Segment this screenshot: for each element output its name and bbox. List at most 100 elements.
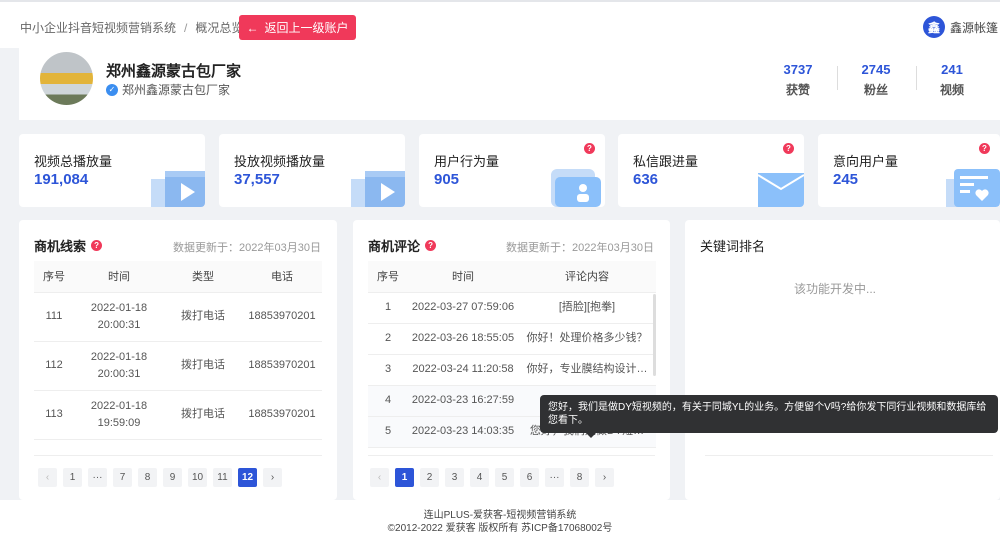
- comments-updated: 数据更新于：2022年03月30日: [506, 242, 654, 254]
- table-cell: 2022-01-18 19:59:09: [74, 390, 164, 440]
- stat-card: 投放视频播放量 37,557: [219, 134, 405, 207]
- table-cell: 18853970201: [242, 390, 322, 440]
- page-button[interactable]: 8: [570, 468, 589, 487]
- stat-likes: 3737 获赞: [783, 62, 813, 97]
- keywords-message: 该功能开发中...: [793, 282, 876, 296]
- page-button[interactable]: 6: [520, 468, 539, 487]
- table-cell: 111: [34, 292, 74, 342]
- page-button[interactable]: 8: [138, 468, 157, 487]
- video-clapper-icon: [351, 169, 405, 207]
- table-cell: 2022-01-18 20:00:31: [74, 341, 164, 391]
- page-button[interactable]: 7: [113, 468, 132, 487]
- user-folder-icon: [551, 169, 605, 207]
- page-button[interactable]: 4: [470, 468, 489, 487]
- table-row[interactable]: 3 2022-03-24 11:20:58 你好，专业膜结构设计…: [368, 354, 656, 386]
- page-button[interactable]: 10: [188, 468, 207, 487]
- avatar: 鑫: [922, 16, 945, 38]
- breadcrumb-home[interactable]: 中小企业抖音短视频营销系统: [20, 21, 177, 35]
- footer-copyright: ©2012-2022 爱获客 版权所有 苏ICP备17068002号: [387, 523, 613, 534]
- comments-pagination: ‹ 1 2 3 4 5 6 ··· 8 ›: [370, 468, 614, 487]
- help-icon[interactable]: ?: [584, 143, 595, 154]
- table-row[interactable]: 112 2022-01-18 20:00:31 拨打电话 18853970201: [34, 341, 322, 391]
- footer-product: 连山PLUS-爱获客-短视频营销系统: [423, 510, 577, 521]
- card-value: 191,084: [34, 171, 89, 188]
- page-button[interactable]: 12: [238, 468, 257, 487]
- help-icon[interactable]: ?: [783, 143, 794, 154]
- table-cell: 2022-03-26 18:55:05: [408, 323, 518, 355]
- stat-card: 用户行为量 905 ?: [419, 134, 605, 207]
- envelope-icon: [750, 169, 804, 207]
- card-title: 私信跟进量: [633, 154, 699, 169]
- next-page-button[interactable]: ›: [263, 468, 282, 487]
- column-header: 序号: [368, 261, 408, 293]
- card-title: 投放视频播放量: [234, 154, 326, 169]
- more-pages-button[interactable]: ···: [545, 468, 564, 487]
- stat-card: 意向用户量 245 ?: [818, 134, 1000, 207]
- card-value: 905: [434, 171, 460, 188]
- page-button[interactable]: 1: [395, 468, 414, 487]
- verified-name: 郑州鑫源蒙古包厂家: [122, 83, 231, 97]
- page-button[interactable]: 11: [213, 468, 232, 487]
- stat-card: 私信跟进量 636 ?: [618, 134, 804, 207]
- comment-tooltip: 您好，我们是做DY短视频的，有关于同城YL的业务。方便留个V吗?给你发下同行业视…: [540, 395, 998, 438]
- account-profile: 郑州鑫源蒙古包厂家 ✓ 郑州鑫源蒙古包厂家 3737 获赞 2745 粉丝 241 视频: [19, 48, 1000, 120]
- card-title: 用户行为量: [434, 154, 500, 169]
- stat-card: 视频总播放量 191,084: [19, 134, 205, 207]
- video-clapper-icon: [151, 169, 205, 207]
- table-cell: 4: [368, 385, 408, 417]
- page-button[interactable]: 9: [163, 468, 182, 487]
- arrow-left-icon: ←: [246, 20, 259, 35]
- stat-fans: 2745 粉丝: [861, 62, 891, 97]
- help-icon[interactable]: ?: [979, 143, 990, 154]
- page-button[interactable]: 3: [445, 468, 464, 487]
- table-cell: 2022-03-23 16:27:59: [408, 385, 518, 417]
- card-title: 意向用户量: [833, 154, 899, 169]
- breadcrumb-current: 概况总览: [195, 21, 244, 35]
- prev-page-button[interactable]: ‹: [38, 468, 57, 487]
- column-header: 评论内容: [518, 261, 656, 293]
- page-button[interactable]: 5: [495, 468, 514, 487]
- page-button[interactable]: 2: [420, 468, 439, 487]
- more-pages-button[interactable]: ···: [88, 468, 107, 487]
- breadcrumb: 中小企业抖音短视频营销系统 / 概况总览: [20, 21, 244, 35]
- card-value: 37,557: [234, 171, 280, 188]
- card-value: 245: [833, 171, 859, 188]
- column-header: 电话: [242, 261, 322, 293]
- heart-list-icon: [946, 169, 1000, 207]
- table-cell: 2022-03-27 07:59:06: [408, 292, 518, 324]
- leads-updated: 数据更新于：2022年03月30日: [173, 242, 321, 254]
- card-value: 636: [633, 171, 659, 188]
- table-row[interactable]: 111 2022-01-18 20:00:31 拨打电话 18853970201: [34, 292, 322, 342]
- comments-title: 商机评论: [368, 239, 421, 254]
- leads-title: 商机线索: [34, 239, 87, 254]
- table-row[interactable]: 2 2022-03-26 18:55:05 你好！处理价格多少钱？: [368, 323, 656, 355]
- comments-panel: 商机评论? 数据更新于：2022年03月30日 序号 时间 评论内容 1 2022-03…: [353, 220, 670, 500]
- top-bar: 中小企业抖音短视频营销系统 / 概况总览 ← 返回上一级账户 鑫鑫源帐篷: [0, 0, 1000, 48]
- stat-videos: 241 视频: [939, 62, 964, 97]
- table-cell: 113: [34, 390, 74, 440]
- back-to-parent-account-button[interactable]: ← 返回上一级账户: [239, 15, 356, 40]
- table-row[interactable]: 1 2022-03-27 07:59:06 [捂脸][抱拳]: [368, 292, 656, 324]
- column-header: 类型: [164, 261, 242, 293]
- leads-panel: 商机线索? 数据更新于：2022年03月30日 序号 时间 类型 电话 111 2022-…: [19, 220, 337, 500]
- user-menu[interactable]: 鑫鑫源帐篷: [922, 16, 998, 38]
- card-title: 视频总播放量: [34, 154, 113, 169]
- table-cell: 18853970201: [242, 292, 322, 342]
- column-header: 时间: [74, 261, 164, 293]
- table-cell: 2022-03-23 14:03:35: [408, 416, 518, 448]
- table-cell: 1: [368, 292, 408, 324]
- help-icon[interactable]: ?: [91, 240, 103, 251]
- column-header: 时间: [408, 261, 518, 293]
- prev-page-button[interactable]: ‹: [370, 468, 389, 487]
- table-cell: 拨打电话: [164, 292, 242, 342]
- comments-scrollbar[interactable]: [653, 294, 656, 376]
- table-cell: 3: [368, 354, 408, 386]
- table-row[interactable]: 113 2022-01-18 19:59:09 拨打电话 18853970201: [34, 390, 322, 440]
- page-button[interactable]: 1: [63, 468, 82, 487]
- leads-pagination: ‹ 1 ··· 7 8 9 10 11 12 ›: [38, 468, 282, 487]
- verified-icon: ✓: [106, 83, 118, 96]
- next-page-button[interactable]: ›: [595, 468, 614, 487]
- profile-avatar: [40, 52, 93, 105]
- footer: 连山PLUS-爱获客-短视频营销系统 ©2012-2022 爱获客 版权所有 苏…: [0, 500, 1000, 540]
- help-icon[interactable]: ?: [425, 240, 437, 251]
